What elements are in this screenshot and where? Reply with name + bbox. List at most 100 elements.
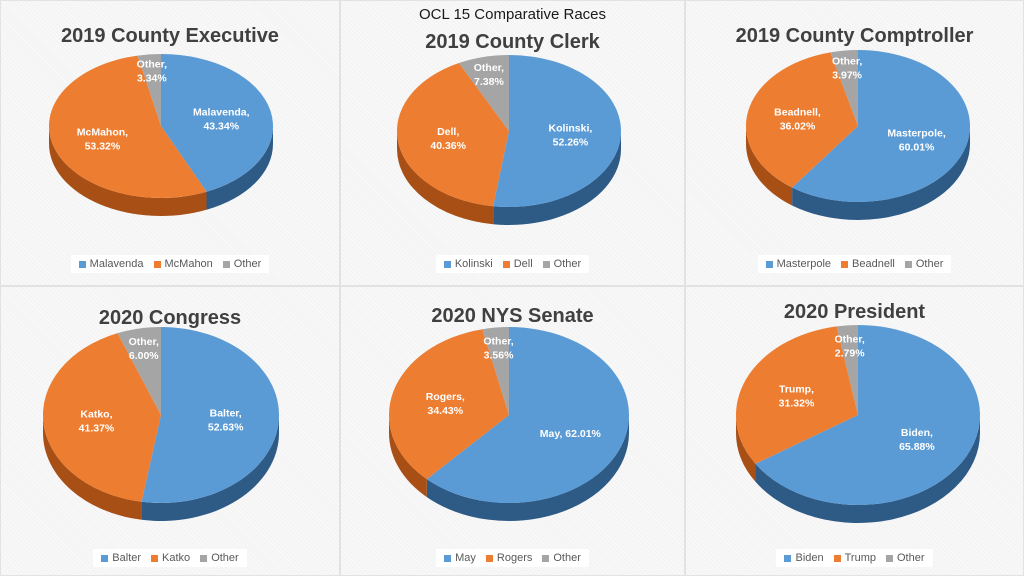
legend-item: Trump — [833, 552, 876, 564]
data-label-line: 36.02% — [780, 121, 816, 133]
data-label-line: Other, — [129, 336, 159, 348]
data-label-other: Other, 7.38% — [474, 62, 505, 88]
pie-slice-mcmahon — [49, 55, 207, 198]
data-label-line: Rogers, — [426, 391, 465, 403]
data-label-malavenda: Malavenda, 43.34% — [193, 106, 250, 132]
pie-side-walls — [389, 415, 629, 521]
pie-slice-other — [836, 325, 858, 415]
legend-item: Other — [200, 552, 239, 564]
legend-item: Rogers — [485, 552, 533, 564]
pie-slice-side-may — [426, 415, 629, 521]
pie-slice-side-malavenda — [206, 126, 273, 210]
chart-panel-nys-senate: 2020 NYS Senate May, 62.01% Rogers, 34.43%… — [340, 286, 685, 576]
legend-swatch — [443, 260, 451, 268]
legend-item: Masterpole — [765, 258, 832, 270]
data-label-other: Other, 6.00% — [129, 336, 160, 362]
legend-item: Balter — [101, 552, 141, 564]
legend-swatch — [542, 260, 550, 268]
data-label-line: Balter, — [210, 407, 242, 419]
data-label-line: Katko, — [80, 409, 112, 421]
legend-item: Dell — [502, 258, 533, 270]
pie-slices — [49, 54, 273, 198]
data-label-line: Other, — [137, 59, 167, 71]
chart-title: 2020 President — [783, 301, 926, 323]
data-label-line: 60.01% — [899, 141, 935, 153]
data-label-other: Other, 2.79% — [834, 334, 865, 360]
legend-swatch — [833, 554, 841, 562]
pie-slice-rogers — [389, 329, 509, 480]
legend: Balter Katko Other — [1, 549, 339, 567]
data-label-mcmahon: McMahon, 53.32% — [77, 127, 128, 153]
pie-slice-katko — [43, 333, 161, 502]
data-label-line: Trump, — [779, 384, 814, 396]
legend-item: May — [444, 552, 476, 564]
pie-slices — [736, 325, 980, 505]
legend-label: Katko — [162, 552, 191, 564]
legend-item: Other — [904, 258, 944, 270]
chart-title: 2019 County Clerk — [425, 31, 600, 53]
data-label-line: Other, — [832, 56, 862, 68]
pie-slice-trump — [736, 326, 858, 464]
data-label-dell: Dell, 40.36% — [430, 126, 466, 152]
legend: Masterpole Beadnell Other — [686, 255, 1023, 273]
data-label-kolinski: Kolinski, 52.26% — [549, 122, 593, 148]
legend-item: Other — [542, 258, 581, 270]
pie-chart: Malavenda, 43.34% McMahon, 53.32% Other, 3.34… — [49, 54, 273, 217]
data-label-line: Beadnell, — [774, 107, 821, 119]
legend-swatch — [101, 554, 109, 562]
data-label-line: 40.36% — [430, 140, 466, 152]
legend: Malavenda McMahon Other — [1, 255, 339, 273]
pie-slices — [43, 327, 280, 503]
pie-slice-balter — [141, 327, 280, 503]
legend-label: May — [455, 552, 476, 564]
chart-title: 2019 County Comptroller — [735, 25, 974, 47]
pie-slice-side-dell — [397, 131, 494, 225]
legend-label: Kolinski — [454, 258, 493, 270]
legend-item: Beadnell — [841, 258, 895, 270]
data-labels: Kolinski, 52.26% Dell, 40.36% Other, 7.38% — [430, 62, 592, 152]
legend-label: Biden — [795, 552, 824, 564]
legend-swatch — [153, 260, 161, 268]
pie-slice-other — [482, 327, 509, 415]
data-label-line: 43.34% — [203, 120, 239, 132]
data-labels: May, 62.01% Rogers, 34.43% Other, 3.56% — [426, 335, 602, 440]
legend-swatch — [200, 554, 208, 562]
pie-slice-biden — [755, 325, 980, 505]
chart-panel-county-clerk: 2019 County Clerk Kolinski, 52.26% Dell, 40… — [340, 0, 685, 286]
pie-slices — [746, 50, 970, 202]
legend-label: Masterpole — [776, 258, 832, 270]
legend-label: Other — [915, 258, 944, 270]
data-label-other: Other, 3.56% — [483, 335, 514, 361]
pie-slice-other — [458, 55, 509, 131]
legend-item: Kolinski — [443, 258, 493, 270]
data-labels: Masterpole, 60.01% Beadnell, 36.02% Other, 3.… — [774, 56, 946, 154]
pie-chart: Masterpole, 60.01% Beadnell, 36.02% Other, 3.… — [746, 50, 970, 220]
legend-label: McMahon — [164, 258, 213, 270]
legend: May Rogers Other — [341, 549, 684, 567]
legend-item: Biden — [784, 552, 824, 564]
pie-slice-beadnell — [746, 52, 858, 188]
legend-item: Katko — [151, 552, 190, 564]
legend-swatch — [151, 554, 159, 562]
legend-swatch — [485, 554, 493, 562]
legend: Biden Trump Other — [686, 549, 1023, 567]
legend-swatch — [222, 260, 230, 268]
legend-label: Other — [233, 258, 262, 270]
pie-side-walls — [736, 415, 980, 523]
legend-label: Rogers — [496, 552, 533, 564]
data-label-line: 65.88% — [899, 441, 935, 453]
legend-swatch — [841, 260, 849, 268]
data-label-line: Masterpole, — [887, 127, 945, 139]
pie-side-walls — [43, 415, 279, 521]
chart-title: 2020 Congress — [98, 307, 242, 329]
pie-slice-masterpole — [792, 50, 970, 202]
pie-slices — [396, 55, 621, 208]
data-label-may: May, 62.01% — [540, 428, 602, 440]
pie-slice-other — [830, 50, 858, 126]
legend-swatch — [886, 554, 893, 562]
pie-slice-other — [117, 327, 161, 415]
pie-slice-kolinski — [493, 55, 621, 208]
data-label-line: 6.00% — [129, 350, 159, 362]
data-label-line: 3.34% — [137, 73, 167, 85]
pie-side-walls — [397, 131, 621, 226]
